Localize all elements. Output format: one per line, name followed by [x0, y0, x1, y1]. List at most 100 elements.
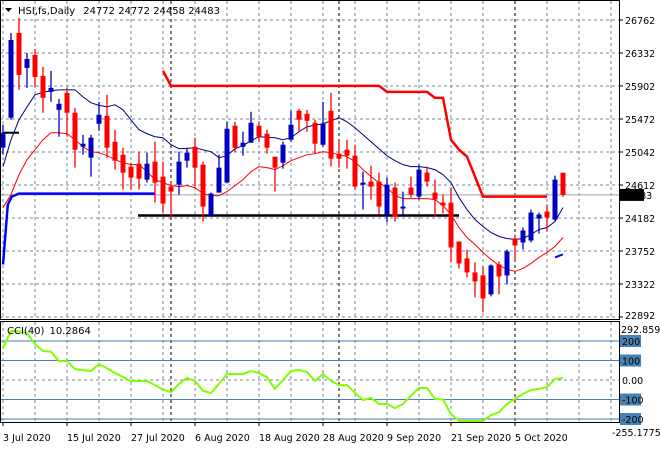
- bull-candle: [320, 123, 326, 145]
- bear-candle: [336, 153, 342, 159]
- bull-candle: [400, 206, 406, 209]
- bear-candle: [256, 125, 262, 137]
- bear-candle: [16, 32, 22, 75]
- bull-candle: [528, 212, 534, 241]
- cci-value: 10.2864: [49, 326, 90, 337]
- bear-candle: [136, 163, 142, 179]
- cci-max-label: 292.8594: [621, 325, 660, 336]
- chart-header: HSI,fs,Daily 24772 24772 24458 24483: [5, 6, 220, 17]
- bull-candle: [24, 58, 30, 68]
- bear-candle: [464, 258, 470, 273]
- bull-candle: [8, 39, 14, 118]
- current-price-badge: [620, 188, 644, 201]
- collapse-triangle-icon[interactable]: [5, 8, 12, 12]
- bear-candle: [32, 54, 38, 77]
- price-tick-label: 23752: [625, 247, 655, 258]
- bear-candle: [272, 156, 278, 168]
- bull-candle: [56, 103, 62, 110]
- bear-candle: [40, 75, 46, 98]
- bull-candle: [488, 265, 494, 295]
- bear-candle: [328, 110, 334, 159]
- cci-level-badge: [620, 335, 641, 347]
- bear-candle: [440, 202, 446, 206]
- bull-candle: [184, 152, 190, 161]
- bear-candle: [312, 122, 318, 144]
- cci-line: [2, 330, 564, 422]
- bear-candle: [448, 202, 454, 248]
- grid: [0, 1, 619, 422]
- indicator-overlays: [0, 70, 619, 272]
- bear-candle: [560, 172, 566, 195]
- bear-candle: [152, 161, 158, 183]
- bull-candle: [88, 137, 94, 158]
- bear-candle: [232, 125, 238, 148]
- bear-candle: [192, 146, 198, 168]
- date-tick-label: 21 Sep 2020: [451, 433, 511, 444]
- cci-panel: [0, 330, 619, 422]
- bear-candle: [64, 92, 70, 113]
- bear-candle: [168, 186, 174, 192]
- bear-candle: [472, 272, 478, 282]
- symbol-label: HSI,fs,Daily: [18, 6, 75, 17]
- bear-candle: [496, 264, 502, 277]
- cci-level-badge: [620, 413, 641, 425]
- price-tick-label: 25902: [625, 82, 655, 93]
- cci-level-badge: [620, 393, 641, 406]
- bear-candle: [344, 149, 350, 156]
- bear-candle: [408, 187, 414, 195]
- bull-candle: [0, 132, 6, 148]
- cci-header: CCI(40) 10.2864: [7, 326, 91, 337]
- bear-candle: [512, 238, 518, 246]
- cci-level-label: 200: [622, 337, 640, 348]
- bear-candle: [160, 176, 166, 204]
- axes: 26762 26332 25902 25472 25042 24612 24182 23752…: [2, 16, 660, 444]
- date-tick-label: 3 Jul 2020: [3, 433, 51, 444]
- bear-candle: [112, 141, 118, 161]
- bull-candle: [536, 214, 542, 219]
- bear-candle: [128, 166, 134, 178]
- bear-candle: [296, 110, 302, 120]
- bull-candle: [416, 169, 422, 197]
- bull-candle: [240, 142, 246, 147]
- bear-candle: [368, 181, 374, 187]
- date-tick-label: 6 Aug 2020: [195, 433, 250, 444]
- bear-candle: [432, 192, 438, 200]
- bear-candle: [392, 187, 398, 217]
- price-tick-label: 25472: [625, 115, 655, 126]
- lower-stop-line: [1, 192, 155, 265]
- bull-candle: [288, 124, 294, 140]
- main-panel-border: [0, 0, 620, 320]
- price-tick-label: 23322: [625, 280, 655, 291]
- price-tick-label: 24612: [625, 181, 655, 192]
- bear-candle: [480, 275, 486, 299]
- bear-candle: [72, 112, 78, 150]
- ohlc-label: 24772 24772 24458 24483: [83, 6, 220, 17]
- bull-candle: [96, 114, 102, 124]
- bull-candle: [48, 87, 54, 92]
- date-tick-label: 9 Sep 2020: [387, 433, 441, 444]
- price-tick-label: 26332: [625, 49, 655, 60]
- cci-level-label: 100: [622, 357, 640, 368]
- bull-candle: [216, 167, 222, 193]
- bull-candle: [208, 193, 214, 216]
- date-tick-label: 18 Aug 2020: [259, 433, 320, 444]
- bull-candle: [552, 179, 558, 220]
- bear-candle: [304, 113, 310, 121]
- candles: [0, 18, 566, 313]
- date-tick-label: 27 Jul 2020: [131, 433, 185, 444]
- cci-level-label: 0.00: [622, 376, 643, 387]
- bull-candle: [520, 230, 526, 243]
- cci-title: CCI(40): [7, 326, 45, 337]
- cci-panel-border: [0, 321, 620, 423]
- bull-candle: [80, 143, 86, 147]
- bear-candle: [456, 241, 462, 264]
- cci-level-badge: [620, 354, 641, 367]
- current-price-label: 24483: [622, 191, 652, 202]
- date-tick-label: 5 Oct 2020: [515, 433, 568, 444]
- date-tick-label: 15 Jul 2020: [67, 433, 121, 444]
- bear-candle: [352, 155, 358, 187]
- bull-candle: [176, 161, 182, 185]
- ma-fast-line: [2, 89, 564, 240]
- cci-min-label: -255.1775: [612, 428, 660, 439]
